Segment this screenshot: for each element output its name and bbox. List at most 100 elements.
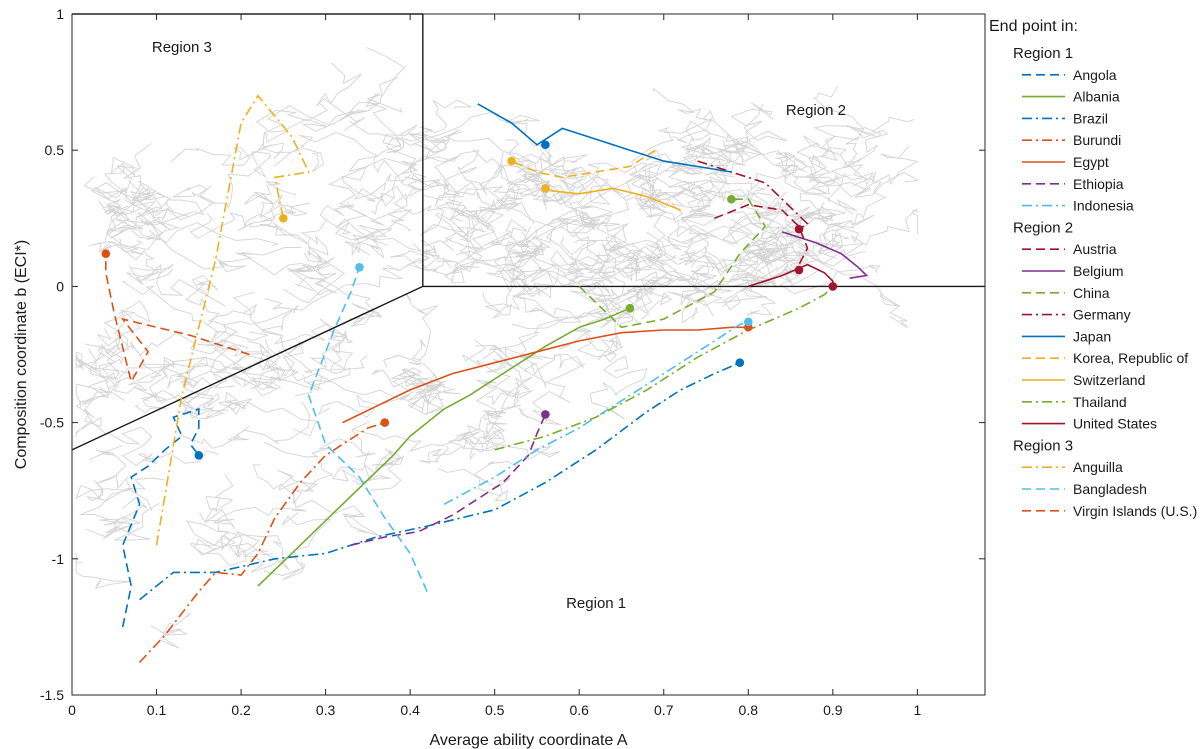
- background-trajectory: [213, 339, 282, 397]
- background-trajectory: [696, 262, 775, 293]
- background-trajectory: [486, 264, 547, 319]
- background-trajectory: [103, 156, 139, 194]
- legend-title: End point in:: [989, 18, 1078, 35]
- legend-entry: Germany: [1073, 307, 1131, 323]
- background-trajectory: [707, 103, 788, 174]
- background-trajectory: [463, 417, 506, 453]
- background-trajectory: [186, 520, 237, 556]
- end-point-brazil: [735, 358, 745, 367]
- background-trajectory: [519, 164, 585, 211]
- background-trajectory: [698, 223, 803, 293]
- end-point-burundi: [380, 418, 390, 427]
- background-trajectory: [511, 263, 569, 330]
- background-trajectory: [830, 116, 915, 178]
- background-trajectory: [243, 180, 297, 222]
- y-tick-label: 0: [56, 278, 64, 294]
- background-trajectory: [479, 219, 529, 249]
- background-trajectory: [303, 374, 444, 414]
- background-trajectory: [574, 236, 643, 283]
- background-trajectory: [663, 220, 751, 251]
- background-trajectory: [77, 348, 176, 379]
- background-trajectory: [75, 552, 131, 590]
- background-trajectory: [185, 275, 220, 327]
- background-trajectory: [199, 506, 307, 529]
- background-trajectory: [600, 224, 652, 294]
- y-tick-label: -1.5: [40, 687, 64, 703]
- background-trajectory: [472, 149, 520, 223]
- legend-entry: Virgin Islands (U.S.): [1073, 503, 1197, 519]
- background-trajectory: [322, 279, 383, 327]
- background-trajectory: [568, 248, 677, 283]
- trajectory-angola: [121, 407, 200, 628]
- background-trajectory: [680, 251, 789, 287]
- background-trajectory: [207, 303, 293, 345]
- legend-group-label: Region 1: [1013, 45, 1073, 62]
- trajectory-china: [578, 198, 767, 329]
- background-trajectory: [107, 426, 220, 466]
- background-trajectory: [409, 99, 472, 142]
- legend-entry: Anguilla: [1073, 459, 1123, 475]
- background-trajectory: [98, 180, 142, 216]
- background-trajectory: [577, 163, 659, 208]
- background-trajectory: [462, 216, 511, 292]
- legend-entry: Switzerland: [1073, 372, 1145, 388]
- background-trajectory: [721, 207, 767, 262]
- background-trajectory: [134, 389, 253, 420]
- background-trajectory: [107, 209, 180, 250]
- background-trajectory: [180, 401, 310, 449]
- background-trajectory: [129, 185, 215, 241]
- background-trajectory: [386, 137, 535, 225]
- legend-entry: Indonesia: [1073, 198, 1134, 214]
- background-trajectory: [552, 166, 613, 206]
- background-trajectory: [89, 240, 144, 255]
- legend-entry: Egypt: [1073, 154, 1109, 170]
- background-trajectory: [678, 266, 714, 324]
- trajectory-indonesia: [443, 321, 749, 506]
- end-point-indonesia: [743, 317, 753, 327]
- trajectory-egypt: [342, 326, 749, 424]
- x-tick-label: 0.8: [739, 702, 759, 718]
- background-trajectory: [210, 338, 281, 389]
- background-trajectory: [263, 512, 332, 581]
- background-trajectory: [221, 534, 290, 573]
- background-trajectory: [521, 154, 588, 197]
- background-trajectory: [646, 231, 704, 306]
- background-trajectory: [84, 328, 137, 434]
- region-label: Region 3: [152, 39, 212, 56]
- background-trajectory: [335, 205, 412, 243]
- background-trajectory: [176, 354, 265, 403]
- x-tick-label: 0.7: [654, 702, 674, 718]
- end-point-switzerland: [541, 184, 550, 193]
- trajectory-ethiopia: [350, 414, 547, 546]
- legend-entry: China: [1073, 285, 1110, 301]
- background-trajectory: [685, 120, 748, 176]
- end-point-albania: [625, 303, 635, 313]
- background-trajectory: [796, 86, 865, 167]
- end-point-austria: [794, 265, 804, 275]
- background-trajectory: [274, 132, 379, 209]
- trajectory-austria: [714, 203, 809, 271]
- background-trajectory: [780, 152, 832, 187]
- background-trajectory: [108, 356, 209, 399]
- background-trajectory: [287, 47, 406, 132]
- legend-entry: Bangladesh: [1073, 481, 1147, 497]
- background-trajectory: [730, 238, 820, 288]
- background-trajectory: [425, 111, 540, 152]
- trajectory-brazil: [139, 361, 741, 601]
- background-trajectory: [421, 165, 532, 201]
- background-trajectory: [123, 143, 171, 219]
- background-trajectory: [736, 240, 766, 283]
- background-trajectory: [99, 496, 148, 537]
- end-point-united-states: [828, 282, 838, 291]
- background-trajectory: [387, 192, 472, 239]
- y-axis-ticks: -1.5 -1 -0.5 0 0.5 1: [40, 6, 985, 703]
- background-trajectory: [315, 62, 366, 132]
- background-trajectory: [166, 349, 295, 389]
- x-tick-label: 0.6: [569, 702, 589, 718]
- legend-entry: Brazil: [1073, 110, 1108, 126]
- background-trajectory: [128, 356, 213, 396]
- region-labels: Region 1 Region 2 Region 3: [152, 39, 846, 612]
- background-trajectory: [810, 126, 882, 195]
